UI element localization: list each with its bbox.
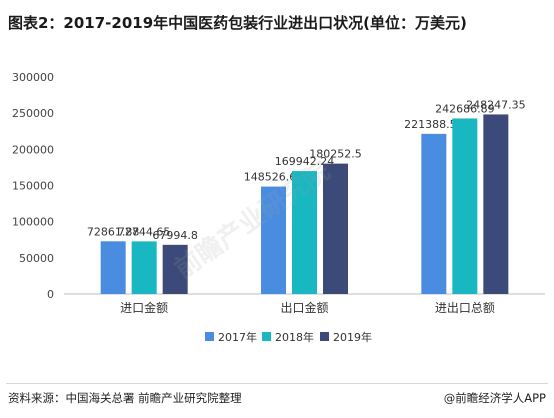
- y-tick-label: 100000: [12, 216, 54, 229]
- bar: [452, 118, 478, 294]
- source-note: 资料来源：中国海关总署 前瞻产业研究院整理: [8, 391, 242, 405]
- bar: [421, 133, 447, 294]
- data-label: 221388.55: [404, 118, 464, 131]
- y-tick-label: 250000: [12, 107, 54, 120]
- legend-swatch: [262, 332, 271, 341]
- data-label: 242686.89: [435, 102, 495, 115]
- chart-title: 图表2：2017-2019年中国医药包装行业进出口状况(单位：万美元): [8, 14, 467, 32]
- bar: [261, 186, 286, 294]
- bar: [292, 171, 317, 294]
- brand-label: @前瞻经济学人APP: [443, 391, 546, 405]
- legend-label: 2017年: [218, 330, 257, 344]
- data-label: 180252.5: [309, 148, 362, 161]
- x-tick-label: 进口金额: [120, 300, 168, 315]
- y-tick-label: 300000: [12, 71, 54, 84]
- legend-swatch: [320, 332, 329, 341]
- data-label: 148526.66: [244, 171, 304, 184]
- legend-label: 2019年: [333, 330, 372, 344]
- bar: [483, 114, 509, 294]
- y-tick-label: 50000: [19, 252, 54, 265]
- data-label: 67994.8: [152, 229, 198, 242]
- data-label: 72861.88: [87, 225, 140, 238]
- x-tick-label: 出口金额: [280, 300, 328, 315]
- legend-label: 2018年: [275, 330, 314, 344]
- data-label: 72744.65: [118, 225, 171, 238]
- bar-chart: 0 50000 100000 150000 200000 250000 300000 7286…: [12, 71, 545, 344]
- data-label: 169942.24: [275, 155, 335, 168]
- y-tick-label: 0: [47, 288, 54, 301]
- bar: [131, 241, 157, 294]
- legend-swatch: [205, 332, 214, 341]
- y-tick-label: 200000: [12, 143, 54, 156]
- footer-divider: [6, 383, 548, 384]
- bar: [162, 244, 188, 294]
- y-tick-label: 150000: [12, 180, 54, 193]
- bar: [100, 241, 126, 294]
- x-tick-label: 进出口总额: [435, 301, 495, 315]
- bar: [323, 163, 348, 294]
- data-label: 248247.35: [466, 98, 526, 111]
